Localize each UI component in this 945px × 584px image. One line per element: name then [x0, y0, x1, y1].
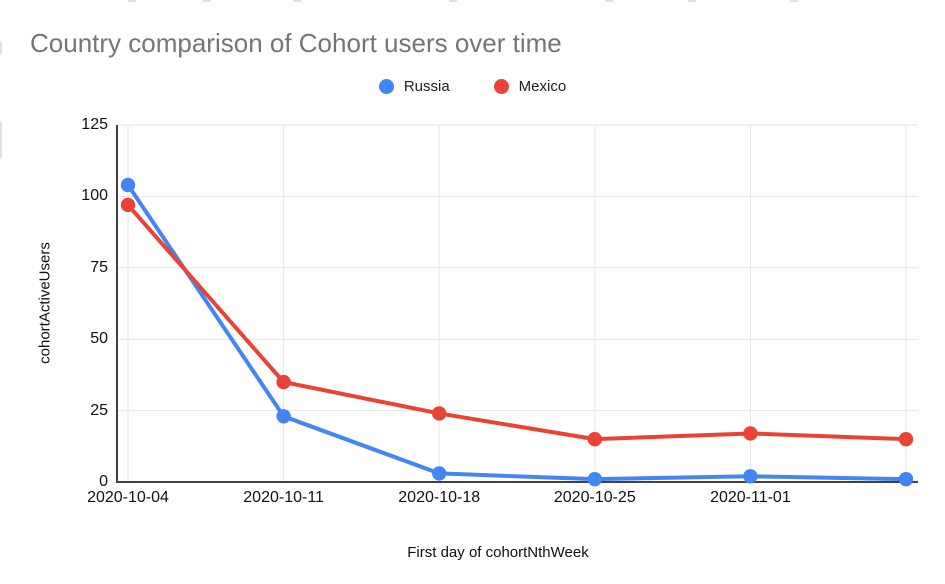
y-tick-label: 125 — [81, 116, 108, 133]
series-line-mexico — [126, 202, 908, 442]
x-tick-label: 2020-11-01 — [710, 489, 791, 506]
data-point-mexico — [120, 197, 136, 213]
crop-artifact — [293, 0, 301, 2]
x-tick-label: 2020-10-25 — [553, 489, 636, 506]
y-tick-label: 75 — [90, 258, 108, 276]
crop-artifact — [605, 0, 613, 2]
legend-label-mexico: Mexico — [518, 77, 567, 95]
data-point-mexico — [743, 426, 758, 441]
legend-dot-mexico-icon — [493, 78, 509, 94]
legend-dot-russia-icon — [378, 78, 394, 94]
y-axis-title: cohortActiveUsers — [36, 242, 54, 364]
y-tick-label: 50 — [90, 330, 108, 348]
x-axis-title: First day of cohortNthWeek — [407, 544, 589, 561]
legend: Russia Mexico — [0, 77, 945, 95]
data-point-mexico — [587, 431, 602, 447]
data-point-mexico — [898, 431, 914, 447]
legend-item-mexico: Mexico — [493, 77, 567, 95]
data-point-mexico — [276, 374, 291, 390]
legend-label-russia: Russia — [403, 77, 450, 95]
series-line-russia — [126, 182, 908, 482]
chart-title: Country comparison of Cohort users over … — [30, 28, 562, 58]
data-point-russia — [898, 471, 914, 487]
x-tick-label: 2020-10-18 — [398, 489, 481, 506]
crop-artifact — [790, 0, 798, 2]
crop-artifact — [0, 122, 2, 158]
y-tick-label: 25 — [90, 401, 108, 419]
crop-artifact — [203, 0, 211, 2]
data-point-russia — [120, 177, 136, 193]
x-tick-label: 2020-10-11 — [243, 489, 324, 506]
data-point-mexico — [432, 406, 447, 421]
crop-artifact — [128, 0, 136, 2]
x-tick-label: 2020-10-04 — [87, 489, 169, 506]
y-tick-label: 100 — [81, 187, 108, 205]
data-point-russia — [587, 471, 602, 487]
y-tick-label: 0 — [99, 473, 108, 490]
data-point-russia — [276, 409, 291, 424]
data-point-russia — [432, 466, 447, 481]
crop-artifact — [0, 42, 2, 54]
legend-item-russia: Russia — [378, 77, 450, 95]
data-point-russia — [743, 469, 758, 484]
crop-artifact — [688, 0, 696, 2]
crop-artifact — [449, 0, 457, 2]
